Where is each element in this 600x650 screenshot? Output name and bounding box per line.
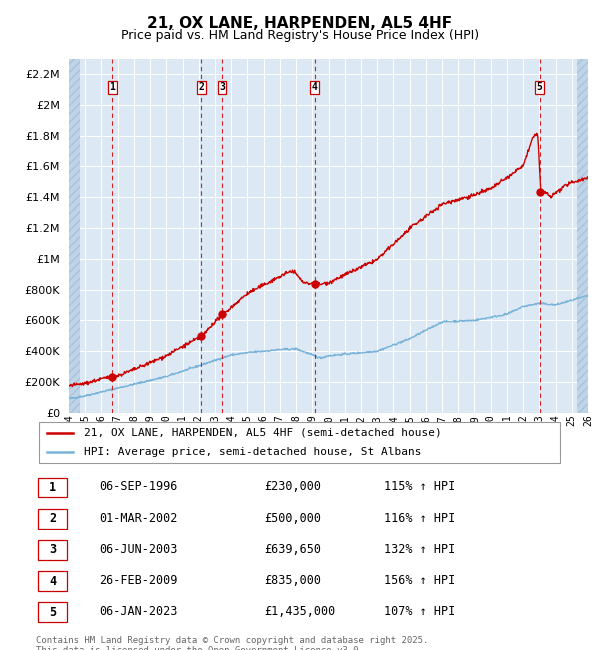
- Text: 107% ↑ HPI: 107% ↑ HPI: [384, 605, 455, 618]
- FancyBboxPatch shape: [38, 422, 560, 463]
- Text: 2: 2: [49, 512, 56, 525]
- Text: 156% ↑ HPI: 156% ↑ HPI: [384, 574, 455, 587]
- FancyBboxPatch shape: [38, 478, 67, 497]
- Text: 06-JAN-2023: 06-JAN-2023: [99, 605, 178, 618]
- Text: 06-JUN-2003: 06-JUN-2003: [99, 543, 178, 556]
- Text: 132% ↑ HPI: 132% ↑ HPI: [384, 543, 455, 556]
- Text: 5: 5: [49, 606, 56, 619]
- Text: HPI: Average price, semi-detached house, St Albans: HPI: Average price, semi-detached house,…: [83, 447, 421, 458]
- Text: 21, OX LANE, HARPENDEN, AL5 4HF (semi-detached house): 21, OX LANE, HARPENDEN, AL5 4HF (semi-de…: [83, 428, 441, 438]
- Text: 5: 5: [537, 83, 542, 92]
- Bar: [577, 58, 593, 413]
- Text: 1: 1: [110, 83, 115, 92]
- Text: £835,000: £835,000: [264, 574, 321, 587]
- Text: £1,435,000: £1,435,000: [264, 605, 335, 618]
- Text: 1: 1: [49, 481, 56, 494]
- Bar: [69, 58, 80, 413]
- Text: £639,650: £639,650: [264, 543, 321, 556]
- FancyBboxPatch shape: [38, 509, 67, 528]
- Text: 2: 2: [199, 83, 204, 92]
- FancyBboxPatch shape: [38, 603, 67, 622]
- FancyBboxPatch shape: [38, 540, 67, 560]
- Text: 21, OX LANE, HARPENDEN, AL5 4HF: 21, OX LANE, HARPENDEN, AL5 4HF: [148, 16, 452, 31]
- Text: 3: 3: [219, 83, 225, 92]
- Text: 115% ↑ HPI: 115% ↑ HPI: [384, 480, 455, 493]
- Text: 26-FEB-2009: 26-FEB-2009: [99, 574, 178, 587]
- Text: 06-SEP-1996: 06-SEP-1996: [99, 480, 178, 493]
- Bar: [577, 58, 593, 413]
- Text: 4: 4: [49, 575, 56, 588]
- Text: 3: 3: [49, 543, 56, 556]
- Text: £500,000: £500,000: [264, 512, 321, 525]
- Text: 01-MAR-2002: 01-MAR-2002: [99, 512, 178, 525]
- Text: Contains HM Land Registry data © Crown copyright and database right 2025.
This d: Contains HM Land Registry data © Crown c…: [36, 636, 428, 650]
- FancyBboxPatch shape: [38, 571, 67, 591]
- Text: 4: 4: [312, 83, 317, 92]
- Bar: [69, 58, 80, 413]
- Text: 116% ↑ HPI: 116% ↑ HPI: [384, 512, 455, 525]
- Text: £230,000: £230,000: [264, 480, 321, 493]
- Text: Price paid vs. HM Land Registry's House Price Index (HPI): Price paid vs. HM Land Registry's House …: [121, 29, 479, 42]
